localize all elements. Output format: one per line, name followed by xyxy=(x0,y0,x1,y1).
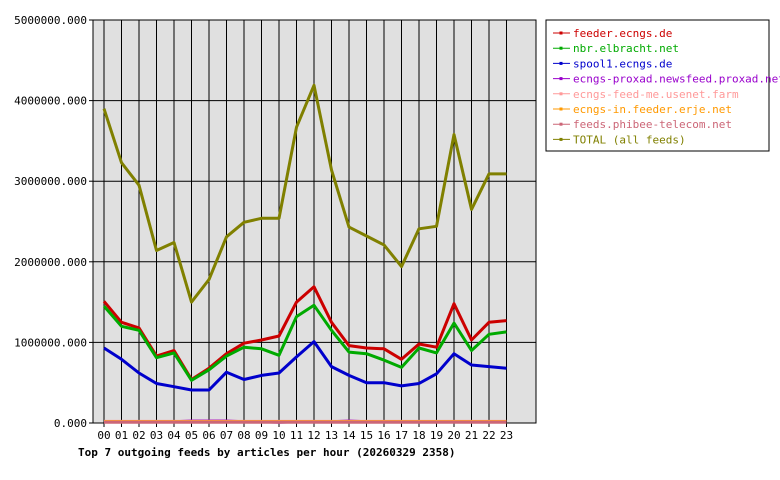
x-tick-label: 03 xyxy=(150,429,163,442)
x-tick-label: 13 xyxy=(325,429,338,442)
legend-label: spool1.ecngs.de xyxy=(573,57,672,70)
x-tick-label: 04 xyxy=(167,429,181,442)
legend-label: TOTAL (all feeds) xyxy=(573,133,686,146)
x-tick-labels: 00 01 02 03 04 05 06 07 08 09 10 11 12 13 14 15 16 17 18 19… xyxy=(97,423,513,442)
x-tick-label: 18 xyxy=(412,429,425,442)
legend-item-ecngs-proxad-newsfeed-proxad-net: ecngs-proxad.newsfeed.proxad.net xyxy=(553,73,780,86)
legend-item-ecngs-in-feeder-erje-net: ecngs-in.feeder.erje.net xyxy=(553,103,732,116)
y-tick-label: 2000000.000 xyxy=(14,256,87,269)
legend-marker xyxy=(559,61,563,65)
y-tick-label: 5000000.000 xyxy=(14,14,87,27)
legend-label: ecngs-feed-me.usenet.farm xyxy=(573,88,739,101)
legend-item-total-all-feeds: TOTAL (all feeds) xyxy=(553,133,686,146)
y-tick-labels: 0.000 1000000.000 2000000.000 3000000.000 40… xyxy=(14,14,93,430)
series-line-nbr-elbracht-net xyxy=(102,303,507,382)
series-line-spool1-ecngs-de xyxy=(103,340,507,392)
x-tick-label: 17 xyxy=(395,429,408,442)
x-tick-label: 01 xyxy=(115,429,128,442)
legend: feeder.ecngs.de nbr.elbracht.net spool1.ec… xyxy=(545,19,780,152)
legend-marker xyxy=(559,92,563,96)
legend-marker xyxy=(559,137,563,141)
x-tick-label: 21 xyxy=(465,429,478,442)
x-tick-label: 06 xyxy=(202,429,215,442)
series-line-feeder-ecngs-de xyxy=(102,285,507,381)
x-tick-label: 23 xyxy=(500,429,513,442)
x-tick-label: 19 xyxy=(430,429,443,442)
legend-label: nbr.elbracht.net xyxy=(573,42,679,55)
x-tick-label: 12 xyxy=(307,429,320,442)
legend-marker xyxy=(559,46,563,50)
x-tick-label: 20 xyxy=(447,429,460,442)
x-tick-label: 15 xyxy=(360,429,373,442)
legend-item-spool1-ecngs-de: spool1.ecngs.de xyxy=(553,57,672,70)
legend-box xyxy=(545,19,770,152)
x-tick-label: 09 xyxy=(255,429,268,442)
x-tick-label: 02 xyxy=(132,429,145,442)
legend-item-ecngs-feed-me-usenet-farm: ecngs-feed-me.usenet.farm xyxy=(553,88,739,101)
chart-title: Top 7 outgoing feeds by articles per hou… xyxy=(78,446,456,459)
legend-label: feeder.ecngs.de xyxy=(573,27,672,40)
x-tick-label: 07 xyxy=(220,429,233,442)
x-tick-label: 16 xyxy=(377,429,390,442)
legend-item-feeder-ecngs-de: feeder.ecngs.de xyxy=(553,27,672,40)
x-tick-label: 14 xyxy=(342,429,356,442)
legend-marker xyxy=(559,107,563,111)
x-tick-label: 22 xyxy=(482,429,495,442)
legend-marker xyxy=(559,122,563,126)
y-tick-label: 1000000.000 xyxy=(14,336,87,349)
x-tick-label: 10 xyxy=(272,429,285,442)
x-tick-label: 11 xyxy=(290,429,303,442)
x-tick-label: 00 xyxy=(97,429,110,442)
y-tick-label: 3000000.000 xyxy=(14,175,87,188)
legend-item-feeds-phibee-telecom-net: feeds.phibee-telecom.net xyxy=(553,118,732,131)
legend-item-nbr-elbracht-net: nbr.elbracht.net xyxy=(553,42,679,55)
x-tick-label: 08 xyxy=(237,429,250,442)
legend-label: ecngs-proxad.newsfeed.proxad.net xyxy=(573,73,780,86)
y-tick-label: 0.000 xyxy=(54,417,87,430)
y-tick-label: 4000000.000 xyxy=(14,95,87,108)
series-lines xyxy=(102,83,507,424)
series-line-total-all-feeds xyxy=(102,83,507,304)
legend-label: ecngs-in.feeder.erje.net xyxy=(573,103,732,116)
legend-marker xyxy=(559,77,563,81)
legend-label: feeds.phibee-telecom.net xyxy=(573,118,732,131)
legend-marker xyxy=(559,31,563,35)
x-tick-label: 05 xyxy=(185,429,198,442)
